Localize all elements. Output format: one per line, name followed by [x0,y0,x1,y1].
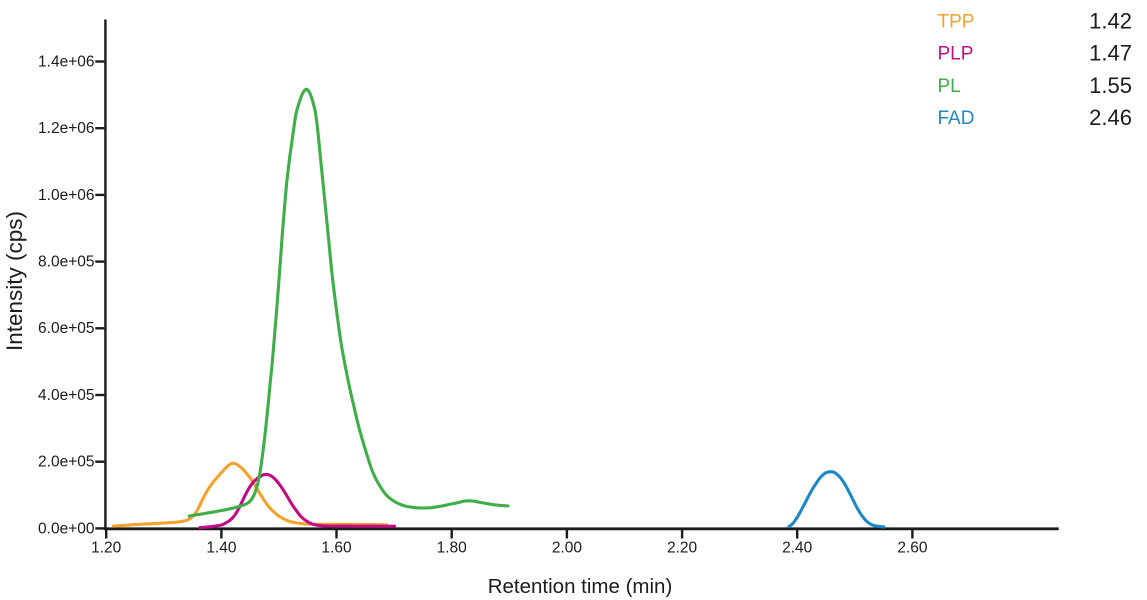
svg-text:1.20: 1.20 [91,540,122,557]
svg-text:1.0e+06: 1.0e+06 [38,187,94,204]
svg-text:8.0e+05: 8.0e+05 [38,254,94,271]
svg-text:1.4e+06: 1.4e+06 [38,53,94,70]
svg-text:4.0e+05: 4.0e+05 [38,387,94,404]
svg-text:2.20: 2.20 [667,540,698,557]
svg-text:Retention time (min): Retention time (min) [488,575,673,598]
svg-text:1.80: 1.80 [437,540,468,557]
svg-text:1.2e+06: 1.2e+06 [38,120,94,137]
svg-text:1.47: 1.47 [1089,41,1132,66]
svg-text:FAD: FAD [938,108,975,129]
svg-text:1.42: 1.42 [1089,8,1132,33]
svg-text:2.60: 2.60 [897,540,928,557]
svg-text:0.0e+00: 0.0e+00 [38,520,95,537]
svg-text:2.00: 2.00 [552,540,583,557]
svg-text:1.60: 1.60 [321,540,352,557]
svg-text:2.46: 2.46 [1089,105,1132,130]
svg-text:Intensity (cps): Intensity (cps) [2,211,27,351]
svg-text:PLP: PLP [938,44,974,65]
svg-text:2.40: 2.40 [782,540,813,557]
svg-text:2.0e+05: 2.0e+05 [38,454,94,471]
svg-text:TPP: TPP [938,12,975,33]
svg-text:6.0e+05: 6.0e+05 [38,320,94,337]
svg-text:PL: PL [938,76,961,97]
svg-text:1.55: 1.55 [1089,73,1132,98]
svg-text:1.40: 1.40 [206,540,237,557]
